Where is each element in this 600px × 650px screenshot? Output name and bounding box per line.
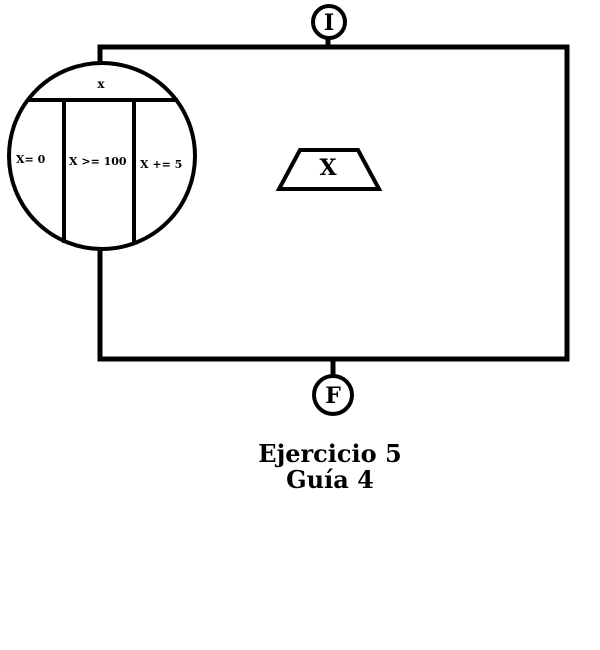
loop-increment-label: X += 5 [140, 158, 182, 171]
output-label: X [319, 155, 337, 181]
end-label: F [325, 383, 341, 409]
guide-subtitle: Guía 4 [286, 465, 374, 494]
output-symbol: X [275, 148, 383, 191]
loop-variable-label: x [97, 77, 105, 91]
end-terminal: F [312, 374, 354, 416]
start-terminal: I [311, 4, 347, 40]
loop-condition-label: X >= 100 [69, 155, 127, 168]
loop-init-label: X= 0 [16, 153, 46, 166]
exercise-title: Ejercicio 5 [258, 439, 402, 468]
for-loop-symbol: x X= 0 X >= 100 X += 5 [7, 61, 197, 251]
start-label: I [324, 10, 334, 36]
